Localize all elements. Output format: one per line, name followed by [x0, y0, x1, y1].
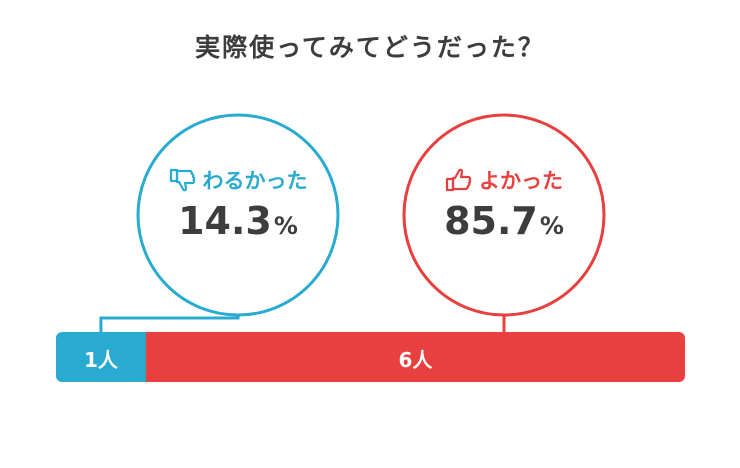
- bar-segment-bad: [56, 332, 147, 382]
- category-label-bad: わるかった: [128, 165, 348, 195]
- bar-segment-label-bad: 1人: [83, 348, 118, 372]
- percent-bad-unit: %: [273, 212, 298, 240]
- bar-segment-good: [145, 332, 685, 382]
- percent-bad: 14.3%: [128, 199, 348, 243]
- percent-good-value: 85.7: [444, 199, 538, 243]
- percent-good-unit: %: [539, 212, 564, 240]
- chart-title: 実際使ってみてどうだった？: [195, 33, 545, 62]
- category-label-bad-text: わるかった: [202, 169, 308, 193]
- thumbs-up-icon: [445, 168, 473, 192]
- category-label-good: よかった: [394, 165, 614, 195]
- connector-bad: [99, 315, 240, 332]
- thumbs-down-icon: [169, 168, 197, 192]
- bar-segment-label-good: 6人: [398, 348, 433, 372]
- percent-bad-value: 14.3: [178, 199, 272, 243]
- category-label-good-text: よかった: [479, 169, 563, 193]
- percent-good: 85.7%: [394, 199, 614, 243]
